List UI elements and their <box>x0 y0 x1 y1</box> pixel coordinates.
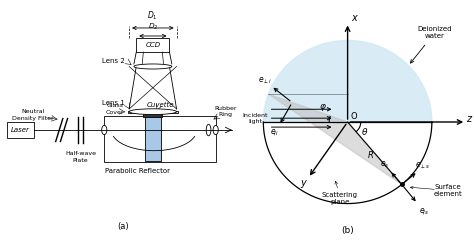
Text: Glass: Glass <box>107 103 123 108</box>
Text: $D_2$: $D_2$ <box>147 22 158 32</box>
Text: (b): (b) <box>341 226 354 235</box>
Text: Neutral: Neutral <box>21 109 45 114</box>
Bar <box>145 115 161 161</box>
Ellipse shape <box>206 124 211 136</box>
Text: Laser: Laser <box>11 127 30 133</box>
Text: Lens 2: Lens 2 <box>102 58 124 64</box>
Text: Lens 1: Lens 1 <box>101 100 124 106</box>
Text: Plate: Plate <box>73 158 88 163</box>
Text: Surface
element: Surface element <box>433 184 462 197</box>
Text: CCD: CCD <box>146 42 160 48</box>
Text: $e_s$: $e_s$ <box>380 160 390 170</box>
Text: Parabolic Reflector: Parabolic Reflector <box>105 168 170 174</box>
Bar <box>104 116 216 162</box>
Polygon shape <box>268 94 402 184</box>
Bar <box>143 113 162 117</box>
Text: Half-wave: Half-wave <box>65 151 96 156</box>
Ellipse shape <box>129 109 177 114</box>
Text: O: O <box>351 112 357 121</box>
Bar <box>128 111 178 113</box>
Text: Scattering
plane: Scattering plane <box>322 192 358 205</box>
Text: $e_{\perp s}$: $e_{\perp s}$ <box>415 161 430 171</box>
Text: $\theta$: $\theta$ <box>361 126 368 137</box>
Text: $\varphi$: $\varphi$ <box>319 102 327 113</box>
Text: $e_{\perp i}$: $e_{\perp i}$ <box>257 76 272 86</box>
Bar <box>137 38 170 52</box>
Ellipse shape <box>134 64 172 69</box>
Text: $e_{\!/\!\!/i}$: $e_{\!/\!\!/i}$ <box>271 128 280 138</box>
Text: $e_{\!/\!\!/s}$: $e_{\!/\!\!/s}$ <box>419 206 429 217</box>
Text: $R$: $R$ <box>367 149 374 160</box>
Text: $D_1$: $D_1$ <box>147 10 158 22</box>
Text: Cover: Cover <box>106 110 124 115</box>
Text: Incident
light: Incident light <box>243 113 268 123</box>
Text: $z$: $z$ <box>466 114 474 124</box>
Ellipse shape <box>101 125 107 135</box>
Polygon shape <box>264 41 432 122</box>
Bar <box>7 122 34 138</box>
Text: Cuvette: Cuvette <box>146 102 174 108</box>
Text: Deionized
water: Deionized water <box>417 26 452 39</box>
Text: Ring: Ring <box>218 112 232 117</box>
Text: Density Filter: Density Filter <box>12 116 54 121</box>
Text: $x$: $x$ <box>351 12 359 22</box>
Text: Rubber: Rubber <box>214 106 237 111</box>
Ellipse shape <box>213 125 219 135</box>
Text: $y$: $y$ <box>300 178 308 190</box>
Text: (a): (a) <box>118 222 129 231</box>
